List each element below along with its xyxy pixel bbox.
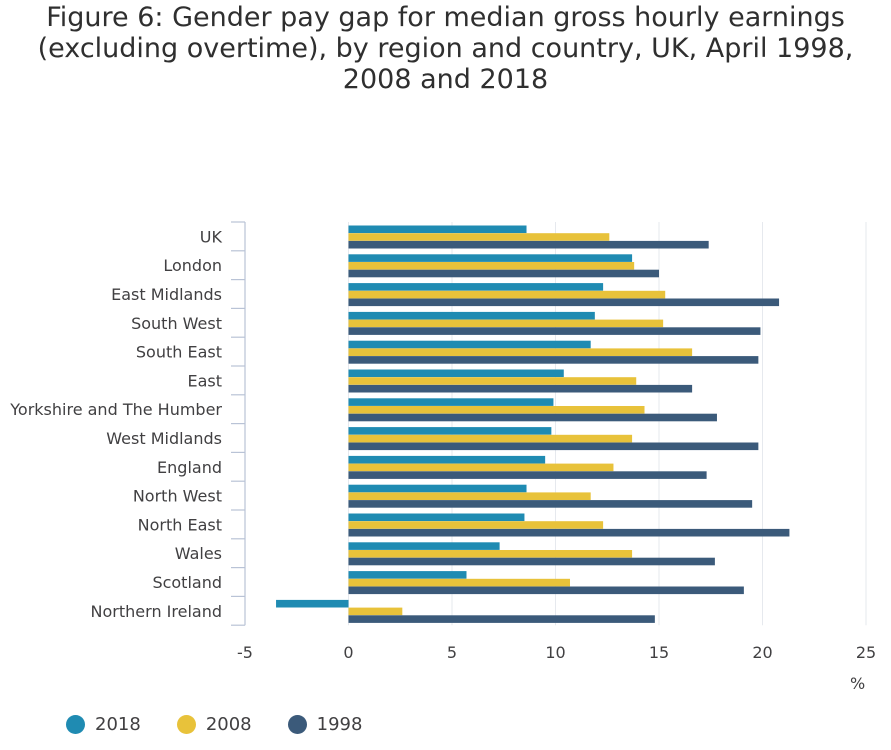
chart-title-line-2: (excluding overtime), by region and coun… (37, 33, 854, 64)
bar-2008-uk[interactable] (348, 233, 610, 241)
bar-1998-east[interactable] (348, 384, 693, 393)
category-label-scotland: Scotland (152, 573, 222, 592)
bar-2018-east-midlands[interactable] (348, 283, 604, 291)
category-labels: UK London East Midlands South West South Eas… (9, 227, 222, 620)
bar-1998-uk[interactable] (348, 240, 709, 249)
x-tick-label-20: 20 (752, 643, 772, 662)
bar-2018-south-west[interactable] (348, 311, 595, 320)
bar-1998-north-west[interactable] (348, 500, 753, 508)
bar-2018-east[interactable] (348, 369, 564, 378)
bar-1998-scotland[interactable] (348, 586, 744, 595)
bar-1998-wales[interactable] (348, 557, 715, 566)
bar-1998-yorkshire-and-the-humber[interactable] (348, 413, 717, 422)
bar-2018-north-west[interactable] (348, 484, 527, 493)
bar-2008-scotland[interactable] (348, 578, 570, 587)
bar-1998-south-west[interactable] (348, 327, 761, 335)
bar-2008-wales[interactable] (348, 550, 633, 558)
bar-2008-london[interactable] (348, 262, 635, 270)
bar-1998-east-midlands[interactable] (348, 298, 780, 307)
x-tick-label-5: -5 (237, 643, 253, 662)
bar-2008-east-midlands[interactable] (348, 290, 666, 299)
bar-2008-england[interactable] (348, 463, 614, 472)
category-label-yorkshire-and-the-humber: Yorkshire and The Humber (9, 400, 222, 419)
legend-swatch-2008 (176, 714, 196, 734)
bar-1998-northern-ireland[interactable] (348, 615, 655, 623)
category-label-south-west: South West (131, 314, 222, 333)
x-tick-label-15: 15 (649, 643, 669, 662)
bar-2018-scotland[interactable] (348, 571, 467, 579)
bar-2008-yorkshire-and-the-humber[interactable] (348, 406, 645, 414)
bar-2018-london[interactable] (348, 254, 633, 262)
bar-2008-west-midlands[interactable] (348, 434, 633, 443)
category-label-england: England (157, 458, 222, 477)
legend-swatch-2018 (66, 714, 85, 734)
bar-2018-uk[interactable] (348, 225, 527, 234)
bar-2008-east[interactable] (348, 377, 637, 385)
category-label-east: East (187, 371, 222, 390)
legend-item-2008[interactable]: 2008 (176, 713, 252, 735)
legend: 2018 2008 1998 (66, 712, 398, 736)
bar-1998-west-midlands[interactable] (348, 442, 759, 451)
bar-2018-wales[interactable] (348, 542, 500, 550)
bars (276, 225, 790, 623)
bar-2008-south-east[interactable] (348, 348, 693, 356)
bar-2018-yorkshire-and-the-humber[interactable] (348, 398, 554, 406)
chart-title-line-3: 2008 and 2018 (342, 64, 549, 95)
category-label-east-midlands: East Midlands (111, 285, 222, 304)
category-label-west-midlands: West Midlands (106, 429, 222, 448)
bar-2018-south-east[interactable] (348, 340, 591, 349)
chart-title: Figure 6: Gender pay gap for median gros… (0, 2, 891, 95)
bar-1998-north-east[interactable] (348, 528, 790, 537)
category-label-south-east: South East (136, 343, 222, 362)
category-label-north-west: North West (133, 487, 222, 506)
legend-item-1998[interactable]: 1998 (287, 713, 363, 735)
bar-2018-west-midlands[interactable] (348, 427, 552, 435)
x-axis-unit-label: % (850, 674, 866, 693)
chart-title-line-1: Figure 6: Gender pay gap for median gros… (46, 2, 845, 33)
legend-label-2018: 2018 (95, 713, 141, 735)
category-label-wales: Wales (175, 544, 222, 563)
x-tick-label-10: 10 (545, 643, 565, 662)
x-tick-labels: -5 0 5 10 15 20 25 (237, 643, 876, 662)
bar-2008-north-east[interactable] (348, 521, 604, 529)
x-tick-label-0: 0 (343, 643, 353, 662)
x-tick-label-5: 5 (447, 643, 457, 662)
category-axis (231, 221, 246, 626)
bar-2008-northern-ireland[interactable] (348, 607, 403, 616)
category-label-northern-ireland: Northern Ireland (91, 602, 222, 621)
legend-item-2018[interactable]: 2018 (66, 714, 141, 735)
legend-swatch-1998 (287, 714, 307, 734)
category-label-north-east: North East (138, 515, 222, 534)
legend-label-2008: 2008 (205, 713, 252, 735)
bar-2018-northern-ireland[interactable] (276, 599, 349, 608)
bar-2018-england[interactable] (348, 455, 546, 464)
category-label-london: London (163, 256, 222, 275)
legend-label-1998: 1998 (316, 713, 363, 735)
bar-2018-north-east[interactable] (348, 513, 525, 522)
x-tick-label-25: 25 (856, 643, 876, 662)
bar-1998-london[interactable] (348, 269, 660, 278)
bar-1998-south-east[interactable] (348, 356, 759, 364)
bar-2008-north-west[interactable] (348, 492, 591, 500)
bar-1998-england[interactable] (348, 471, 707, 479)
bar-2008-south-west[interactable] (348, 319, 664, 328)
category-label-uk: UK (200, 227, 223, 246)
